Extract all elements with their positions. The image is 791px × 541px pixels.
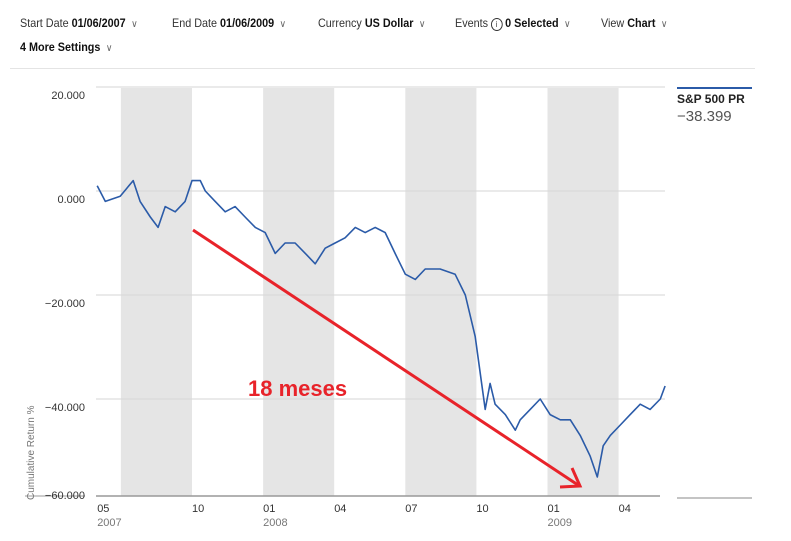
view-label: View: [601, 16, 625, 30]
x-tick-label: 10: [192, 503, 204, 515]
more-settings-control[interactable]: 4 More Settings ∨: [20, 40, 112, 54]
chevron-down-icon: ∨: [563, 19, 571, 30]
x-tick-label: 01: [263, 503, 275, 515]
x-tick-year: 2009: [548, 517, 572, 529]
chevron-down-icon: ∨: [418, 19, 426, 30]
chevron-down-icon: ∨: [105, 43, 113, 54]
shaded-band: [547, 88, 619, 496]
end-date-label: End Date: [172, 16, 218, 30]
y-tick-label: 20.000: [51, 90, 85, 102]
events-value: 0 Selected: [505, 16, 559, 30]
more-settings-label: 4 More Settings: [20, 40, 101, 54]
annotation-text: 18 meses: [248, 376, 347, 401]
chevron-down-icon: ∨: [279, 19, 287, 30]
view-control[interactable]: View Chart ∨: [601, 16, 667, 30]
end-date-value: 01/06/2009: [220, 16, 275, 30]
y-tick-label: −20.000: [45, 298, 85, 310]
end-date-control[interactable]: End Date 01/06/2009 ∨: [172, 16, 286, 30]
start-date-value: 01/06/2007: [71, 16, 126, 30]
legend-series-value: −38.399: [677, 108, 732, 125]
x-tick-label: 05: [97, 503, 109, 515]
info-icon[interactable]: i: [490, 18, 503, 31]
x-tick-label: 04: [334, 503, 346, 515]
chevron-down-icon: ∨: [131, 19, 138, 30]
currency-label: Currency: [318, 16, 362, 30]
currency-control[interactable]: Currency US Dollar ∨: [318, 16, 425, 30]
start-date-control[interactable]: Start Date 01/06/2007 ∨: [20, 16, 138, 30]
y-tick-label: −40.000: [45, 402, 85, 414]
x-tick-label: 01: [548, 503, 560, 515]
x-tick-label: 04: [619, 503, 631, 515]
currency-value: US Dollar: [364, 16, 414, 30]
shaded-band: [405, 88, 477, 496]
shaded-band: [263, 88, 335, 496]
events-control[interactable]: Events i 0 Selected ∨: [455, 16, 571, 31]
chevron-down-icon: ∨: [660, 19, 668, 30]
x-tick-label: 10: [476, 503, 488, 515]
start-date-label: Start Date: [20, 16, 69, 30]
y-tick-label: −60.000: [45, 490, 85, 502]
series-line-sp500: [96, 179, 666, 478]
events-label: Events: [455, 16, 489, 30]
x-tick-label: 07: [405, 503, 417, 515]
shaded-band: [120, 88, 192, 496]
y-tick-label: 0.000: [57, 194, 85, 206]
annotation-arrow: [192, 228, 583, 489]
view-value: Chart: [627, 16, 656, 30]
legend-series-name: S&P 500 PR: [677, 92, 745, 106]
y-axis-title: Cumulative Return %: [26, 405, 37, 500]
x-tick-year: 2008: [263, 517, 287, 529]
divider: [10, 68, 755, 69]
x-tick-year: 2007: [97, 517, 121, 529]
